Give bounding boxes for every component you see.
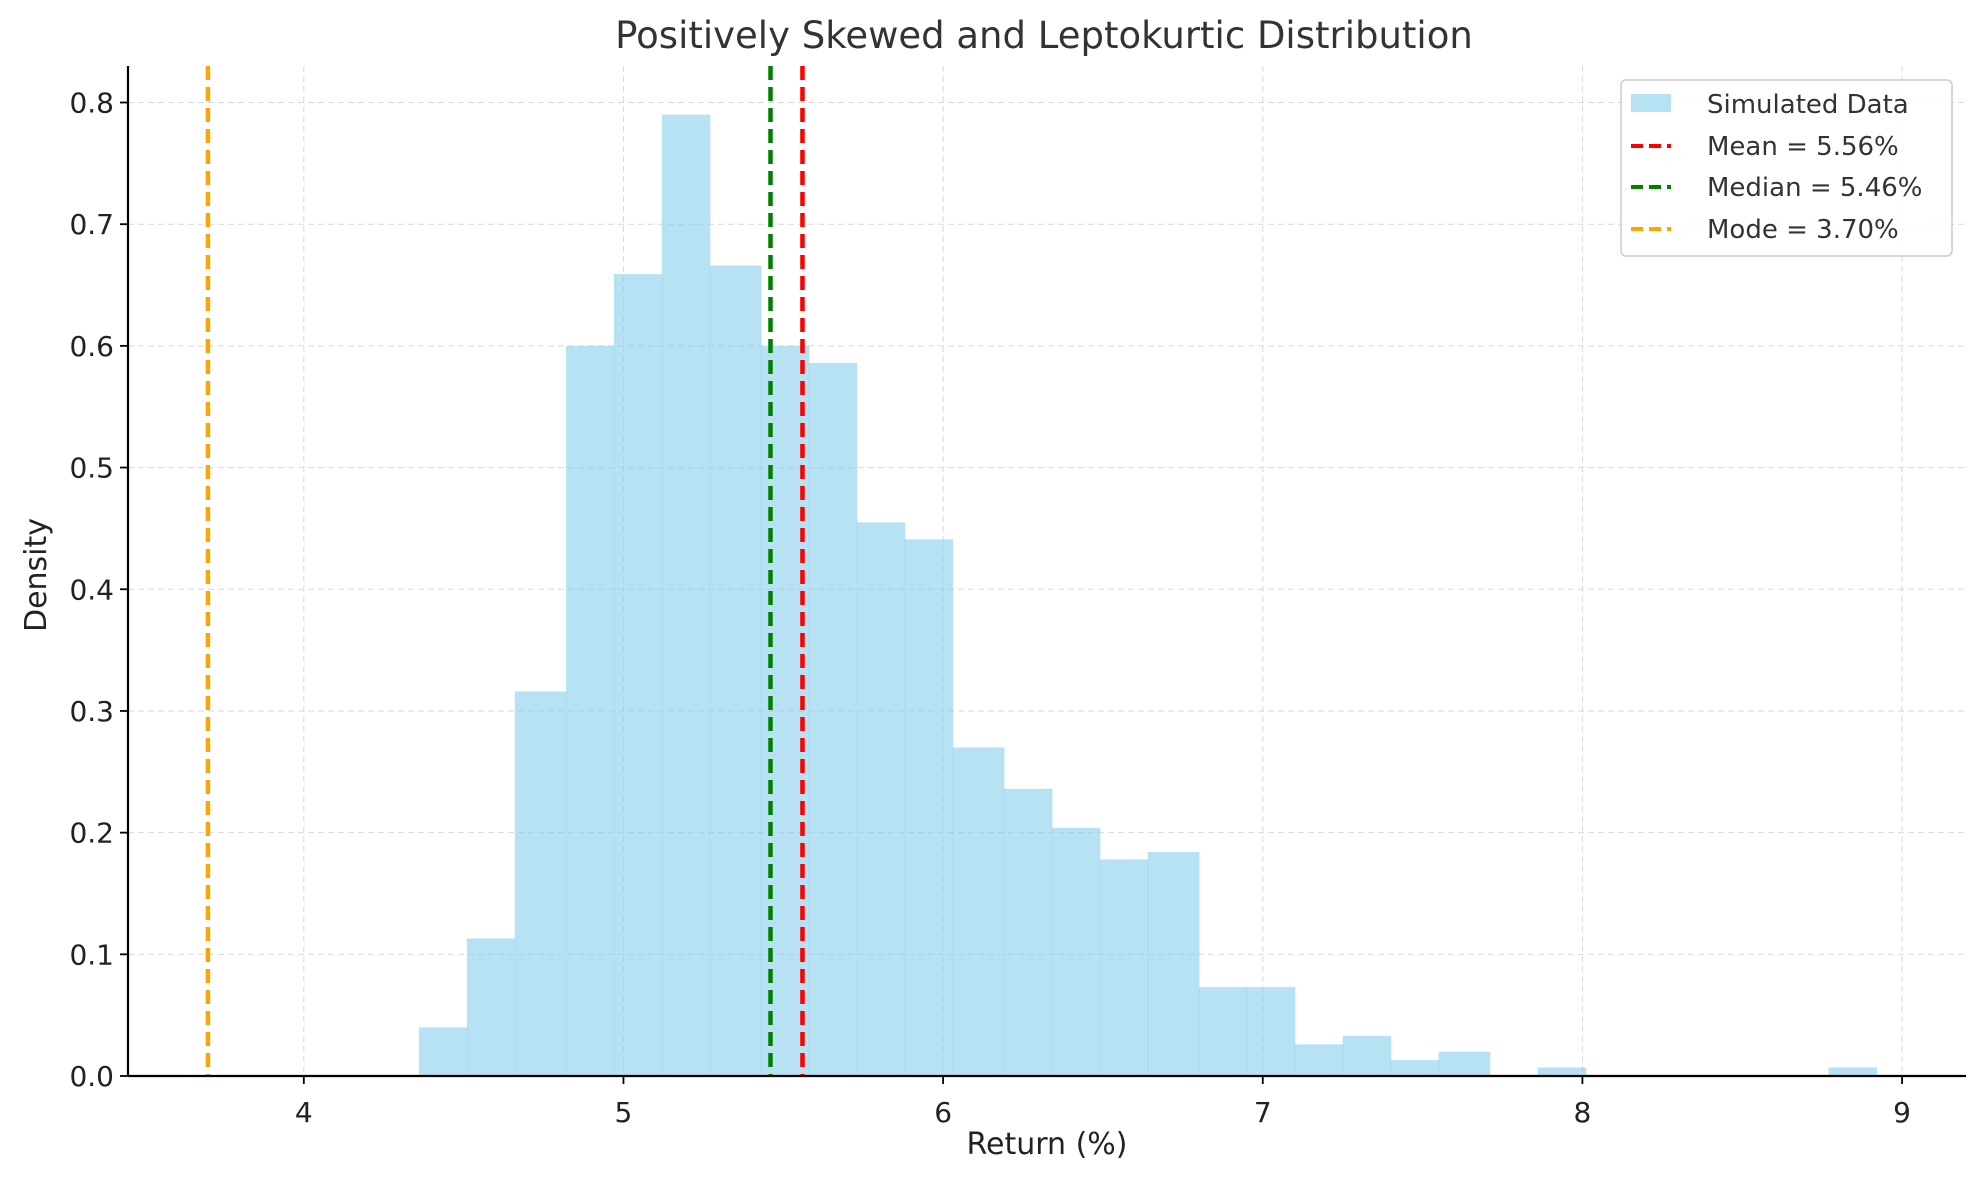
histogram-bar-12	[1003, 788, 1053, 1076]
legend: Simulated Data Mean = 5.56% Median = 5.4…	[1620, 79, 1953, 257]
histogram-bar-17	[1246, 987, 1296, 1076]
histogram-bar-19	[1342, 1035, 1392, 1076]
y-tick-label-7: 0.7	[69, 208, 114, 241]
x-tick-label-3: 7	[1254, 1096, 1272, 1129]
legend-frame	[1620, 79, 1953, 257]
histogram-bar-20	[1390, 1060, 1440, 1076]
histogram-bar-13	[1051, 827, 1101, 1076]
histogram-bars	[418, 114, 1878, 1077]
legend-label-mean: Mean = 5.56%	[1707, 132, 1899, 162]
histogram-bar-9	[856, 522, 906, 1076]
histogram-bar-15	[1147, 852, 1200, 1076]
x-tick-label-0: 4	[295, 1096, 313, 1129]
histogram-bar-0	[418, 1027, 468, 1076]
x-tick-label-1: 5	[615, 1096, 633, 1129]
y-axis-label: Density	[19, 518, 54, 632]
histogram-bar-5	[661, 114, 711, 1077]
histogram-bar-4	[613, 274, 663, 1076]
histogram-bar-6	[709, 265, 762, 1076]
x-ticks: 4 5 6 7 8 9	[295, 1076, 1911, 1129]
legend-label-histogram: Simulated Data	[1707, 90, 1909, 120]
histogram-bar-16	[1198, 987, 1248, 1076]
histogram-bar-1	[466, 938, 516, 1076]
x-tick-label-2: 6	[934, 1096, 952, 1129]
y-tick-label-2: 0.2	[69, 817, 114, 850]
legend-label-median: Median = 5.46%	[1707, 173, 1922, 203]
histogram-bar-21	[1438, 1051, 1491, 1076]
x-tick-label-5: 9	[1893, 1096, 1911, 1129]
histogram-bar-10	[904, 539, 954, 1076]
legend-label-mode: Mode = 3.70%	[1707, 215, 1899, 245]
legend-swatch-histogram	[1631, 94, 1671, 112]
y-tick-label-6: 0.6	[69, 330, 114, 363]
histogram-bar-2	[514, 691, 567, 1076]
histogram-bar-29	[1828, 1067, 1878, 1076]
histogram-bar-18	[1294, 1044, 1344, 1076]
y-tick-label-0: 0.0	[69, 1060, 114, 1093]
y-tick-label-4: 0.4	[69, 573, 114, 606]
chart-title: Positively Skewed and Leptokurtic Distri…	[615, 14, 1473, 57]
histogram-bar-14	[1099, 859, 1149, 1076]
y-tick-label-8: 0.8	[69, 87, 114, 120]
y-tick-label-3: 0.3	[69, 695, 114, 728]
y-ticks: 0.0 0.1 0.2 0.3 0.4 0.5 0.6 0.7 0.8	[69, 87, 128, 1093]
histogram-bar-8	[808, 362, 858, 1076]
x-axis-label: Return (%)	[966, 1127, 1127, 1162]
reference-lines	[205, 66, 805, 1076]
y-tick-label-5: 0.5	[69, 452, 114, 485]
histogram-bar-11	[952, 747, 1005, 1076]
histogram-bar-3	[565, 345, 615, 1076]
histogram-bar-23	[1537, 1067, 1587, 1076]
x-tick-label-4: 8	[1574, 1096, 1592, 1129]
y-tick-label-1: 0.1	[69, 938, 114, 971]
